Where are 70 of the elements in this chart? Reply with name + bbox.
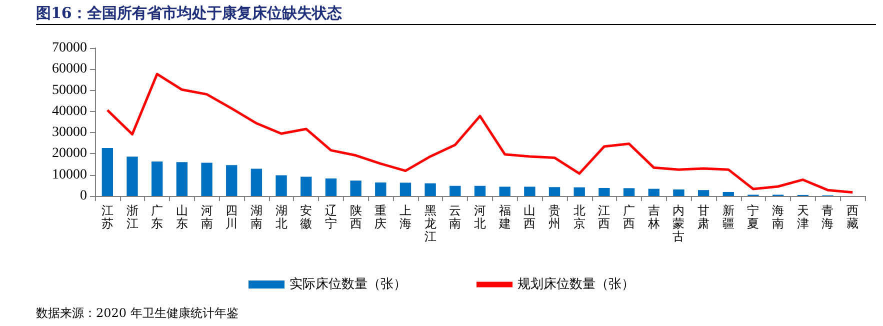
y-tick-label: 50000 [52,82,87,98]
bar [698,190,710,196]
x-tick-label: 内蒙古 [672,204,685,244]
y-tick-label: 40000 [52,104,87,119]
x-tick-label: 青海 [822,204,834,230]
bar [126,156,138,196]
x-tick-label: 新疆 [722,204,734,230]
x-tick-label: 山东 [176,204,188,230]
x-tick-label: 甘肃 [698,204,710,230]
x-tick-label: 福建 [498,204,511,230]
x-tick-label: 西藏 [846,204,859,230]
x-tick-label: 广东 [151,204,164,230]
x-tick-label: 宁夏 [747,204,760,230]
legend-label: 实际床位数量（张） [290,277,406,292]
x-tick-label: 江苏 [101,204,114,230]
x-tick-label: 上海 [399,204,412,230]
bar [648,188,660,196]
bar [176,162,188,196]
bar [722,192,734,196]
bar [325,178,337,196]
x-tick-label: 陕西 [350,204,362,230]
x-tick-label: 北京 [573,204,586,230]
legend-label: 规划床位数量（张） [518,277,634,292]
bar [250,168,262,196]
x-tick-label: 山西 [524,204,536,230]
bar [152,162,163,196]
bar [574,187,585,196]
bar [524,186,536,196]
bar [350,180,362,196]
y-tick-label: 20000 [52,146,87,162]
line-series [106,72,854,194]
bar [300,176,312,196]
x-tick-label: 安徽 [300,204,312,230]
y-tick-label: 70000 [52,40,87,56]
source-note: 数据来源：2020 年卫生健康统计年鉴 [36,305,238,322]
x-tick-label: 辽宁 [324,204,337,230]
bar [450,186,461,196]
chart-title: 图16：全国所有省市均处于康复床位缺失状态 [36,2,876,25]
bar [400,182,412,196]
x-tick-label: 贵州 [548,204,561,230]
x-tick-label: 浙江 [126,204,138,230]
bar [499,186,510,196]
x-tick-label: 黑龙江 [424,204,436,244]
bar [424,183,436,196]
y-tick-label: 60000 [52,62,87,77]
x-tick-label: 河北 [474,204,486,230]
x-tick-label: 云南 [449,204,462,230]
x-tick-label: 吉林 [646,204,660,230]
x-tick-label: 湖南 [250,204,262,230]
x-tick-label: 江西 [598,204,610,230]
x-tick-label: 湖北 [275,204,288,230]
y-tick-label: 30000 [52,125,87,140]
bar [474,186,486,196]
bar [673,189,684,196]
y-tick-label: 10000 [52,167,87,182]
x-tick-label: 四川 [226,204,238,230]
y-tick-label: 0 [80,188,87,204]
bar [375,182,386,196]
bar [201,162,212,196]
bar [598,188,610,196]
x-tick-label: 天津 [796,204,809,230]
x-tick-label: 广西 [623,204,636,230]
x-tick-label: 海南 [772,204,784,230]
x-tick-label: 河南 [200,204,213,230]
x-tick-label: 重庆 [374,204,387,230]
bar [102,148,114,196]
bar [276,175,287,196]
bar [623,188,635,196]
bar [226,165,238,196]
bar [548,187,560,196]
